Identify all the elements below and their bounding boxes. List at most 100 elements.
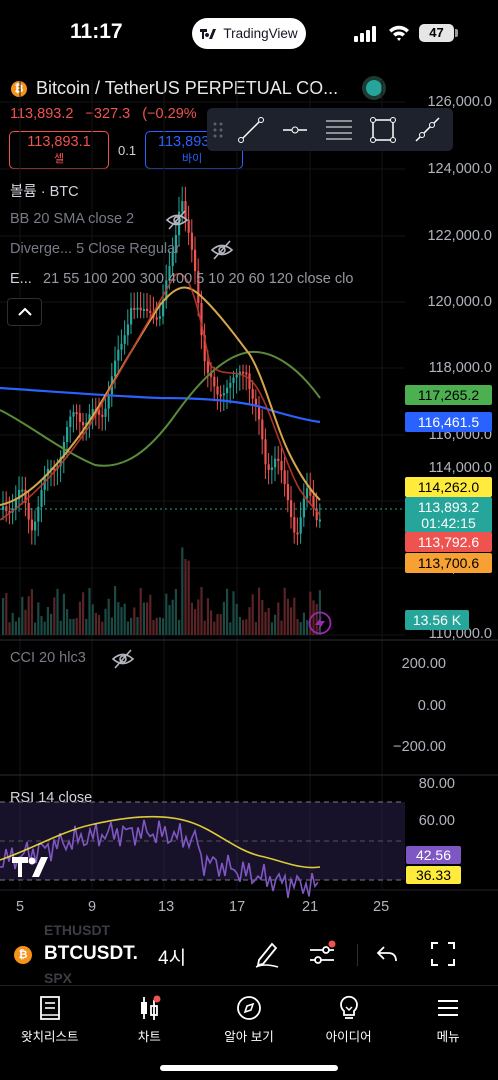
tradingview-pill[interactable]: TradingView — [192, 18, 306, 49]
volume-bar — [306, 620, 309, 635]
volume-bar — [178, 619, 181, 635]
time-axis-label: 25 — [373, 899, 390, 915]
candle-body — [8, 511, 11, 514]
volume-bar — [130, 617, 133, 635]
undo-icon[interactable] — [376, 944, 398, 964]
volume-bar — [312, 600, 315, 635]
volume-bar — [155, 617, 158, 635]
volume-bar — [30, 589, 33, 635]
horizontal-line-icon — [283, 126, 307, 133]
volume-bar — [213, 621, 216, 635]
volume-bar — [59, 620, 62, 635]
volume-bar — [75, 617, 78, 635]
volume-bar — [299, 622, 302, 635]
collapse-legend-button[interactable] — [7, 298, 42, 326]
symbol-title[interactable]: Bitcoin / TetherUS PERPETUAL CO... — [36, 78, 339, 98]
candle-body — [274, 458, 277, 468]
drawing-pen-icon[interactable] — [254, 940, 280, 968]
sell-price: 113,893.1 — [27, 134, 91, 150]
horizontal-line-tool[interactable] — [273, 108, 317, 151]
volume-bar — [197, 599, 200, 635]
candle-body — [130, 307, 133, 325]
candle-body — [222, 393, 225, 396]
main-chart[interactable] — [0, 80, 498, 985]
volume-bar — [120, 607, 123, 635]
volume-bar — [66, 609, 69, 635]
wifi-icon — [389, 25, 409, 41]
ray-icon — [415, 116, 440, 142]
volume-bar — [203, 620, 206, 635]
nav-explore[interactable]: 알아 보기 — [199, 986, 299, 1080]
nav-chart[interactable]: 차트 — [100, 986, 200, 1080]
candle-body — [18, 489, 21, 500]
drag-handle-icon[interactable] — [207, 108, 229, 151]
bb-legend[interactable]: BB 20 SMA close 2 — [10, 211, 135, 227]
volume-bar — [94, 612, 97, 635]
volume-bar — [216, 613, 219, 635]
volume-bar — [222, 601, 225, 635]
menu-icon — [438, 1000, 459, 1016]
bitcoin-logo-icon: ₿ — [11, 81, 27, 97]
volume-bar — [62, 593, 65, 635]
volume-bar — [290, 607, 293, 635]
volume-bar — [181, 547, 184, 635]
price-change-line: 113,893.2 −327.3 (−0.29% — [10, 106, 205, 122]
volume-bar — [56, 588, 59, 635]
candle-body — [53, 468, 56, 471]
candle-body — [181, 201, 184, 212]
volume-bars — [2, 547, 321, 635]
candle-body — [238, 371, 241, 375]
nav-watchlist[interactable]: 왓치리스트 — [0, 986, 100, 1080]
candle-body — [158, 316, 161, 319]
volume-legend[interactable]: 볼륨 · BTC — [10, 184, 79, 200]
candle-body — [184, 201, 187, 220]
spread-value: 0.1 — [118, 143, 137, 158]
candle-body — [171, 252, 174, 267]
fullscreen-icon[interactable] — [430, 941, 456, 967]
fib-retracement-tool[interactable] — [317, 108, 361, 151]
battery-nub — [455, 29, 458, 37]
cci-axis-label: 0.00 — [417, 698, 446, 714]
cci-legend[interactable]: CCI 20 hlc3 — [10, 650, 86, 666]
candle-body — [37, 506, 40, 522]
candle-body — [197, 271, 200, 304]
candle-body — [133, 307, 136, 310]
volume-bar — [283, 587, 286, 635]
price-axis-label: 126,000.0 — [427, 94, 492, 110]
nav-menu[interactable]: 메뉴 — [398, 986, 498, 1080]
candle-body — [315, 508, 318, 521]
trend-line-tool[interactable] — [229, 108, 273, 151]
ray-tool[interactable] — [405, 108, 449, 151]
drawing-toolbar — [207, 108, 453, 151]
volume-bar — [267, 607, 270, 635]
candle-body — [270, 467, 273, 470]
volume-bar — [98, 614, 101, 635]
volume-bar — [139, 587, 142, 635]
volume-bar — [296, 618, 299, 635]
tradingview-watermark-icon — [12, 857, 48, 877]
indicators-settings-icon[interactable] — [308, 940, 338, 968]
candle-body — [226, 387, 229, 394]
interval-selector[interactable]: 4시 — [158, 948, 187, 969]
tradingview-logo-icon — [200, 28, 217, 39]
candle-body — [216, 386, 219, 395]
symbol-selector[interactable]: BTCUSDT. — [44, 943, 138, 964]
hidden-eye-icon-2[interactable] — [210, 239, 234, 261]
tradingview-pill-label: TradingView — [223, 26, 298, 41]
volume-bar — [210, 610, 213, 635]
hidden-eye-icon[interactable] — [165, 209, 189, 231]
candle-body — [264, 439, 267, 465]
hidden-eye-icon-3[interactable] — [111, 648, 135, 670]
nav-ideas[interactable]: 아이디어 — [299, 986, 399, 1080]
divergence-legend[interactable]: Diverge... 5 Close Regular — [10, 241, 181, 257]
volume-bar — [88, 588, 91, 635]
rsi-legend[interactable]: RSI 14 close — [10, 790, 93, 806]
volume-bar — [235, 603, 238, 635]
rectangle-tool[interactable] — [361, 108, 405, 151]
candle-body — [14, 499, 17, 509]
volume-bar — [11, 612, 14, 635]
candle-body — [59, 457, 62, 467]
candle-body — [75, 412, 78, 415]
ema-legend-prefix[interactable]: E... — [10, 271, 32, 287]
market-open-indicator — [366, 80, 382, 96]
